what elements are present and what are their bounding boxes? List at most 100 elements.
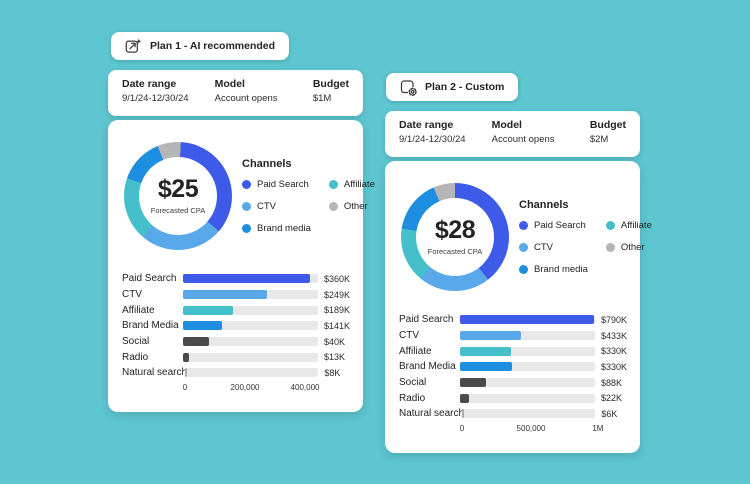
plan1-cpa-value: $25	[157, 175, 199, 203]
bar-track	[462, 409, 596, 419]
bar-row-label: Natural search	[399, 408, 465, 420]
bar-row-value: $433K	[601, 330, 628, 341]
bar-fill	[460, 346, 511, 356]
plan2-legend-item: Affiliate	[605, 220, 652, 231]
plan1-card: $25 Forecasted CPA Channels Paid Search C…	[108, 120, 375, 412]
bar-row-value: $330K	[601, 361, 628, 372]
legend-item-label: Affiliate	[620, 220, 652, 231]
bar-fill	[460, 315, 594, 325]
bar-fill	[183, 321, 223, 331]
plan2-bar-row: Paid Search $790K	[399, 312, 640, 328]
bar-row-value: $88K	[601, 377, 623, 388]
plan1-chip-label: Plan 1 - AI recommended	[150, 40, 276, 52]
axis-tick-label: 400,000	[290, 383, 320, 392]
plan2-legend-item: Brand media	[519, 264, 588, 275]
axis-tick-label: 0	[459, 424, 465, 433]
axis-tick-label: 200,000	[230, 383, 260, 392]
plan2-chip[interactable]: Plan 2 - Custom	[386, 73, 519, 101]
bar-track	[183, 290, 318, 300]
ai-plan-icon	[125, 38, 142, 55]
legend-item-label: CTV	[534, 242, 553, 253]
plan1-bar-row: Affiliate $189K	[122, 302, 363, 318]
axis-tick-label: 1M	[592, 424, 604, 433]
bar-row-label: CTV	[122, 289, 142, 301]
plan1-bar-row: Radio $13K	[122, 349, 363, 365]
axis-tick-label: 500,000	[516, 424, 546, 433]
plan2-cpa-value: $28	[434, 216, 476, 244]
bar-row-label: Natural search	[122, 367, 188, 379]
plan1-legend-item: CTV	[242, 201, 311, 212]
legend-item-label: Brand media	[257, 223, 311, 234]
bar-track	[460, 378, 595, 388]
bar-fill	[462, 409, 465, 419]
bar-row-label: Social	[399, 377, 427, 389]
plan2-bar-row: Natural search $6K	[399, 406, 640, 422]
bar-row-value: $6K	[601, 408, 618, 419]
legend-item-label: Brand media	[534, 264, 588, 275]
legend-item-label: Other	[343, 201, 368, 212]
plan1-bar-row: CTV $249K	[122, 287, 363, 303]
plan2-info-card: Date range 9/1/24-12/30/24 Model Account…	[385, 111, 640, 157]
plan1-bar-row: Social $40K	[122, 334, 363, 350]
bar-row-value: $141K	[324, 320, 351, 331]
plan2-cpa-label: Forecasted CPA	[427, 247, 483, 256]
legend-dot-icon	[519, 265, 528, 274]
bar-row-label: Paid Search	[122, 273, 177, 285]
bar-row-value: $790K	[601, 314, 628, 325]
bar-row-value: $360K	[324, 273, 351, 284]
bar-track	[460, 393, 595, 403]
bar-track	[183, 305, 318, 315]
plan2-model-label: Model	[491, 119, 522, 131]
bar-row-value: $330K	[601, 346, 628, 357]
plan2-budget-label: Budget	[589, 119, 626, 131]
legend-dot-icon	[519, 243, 528, 252]
legend-item-label: Affiliate	[343, 179, 375, 190]
plan2-bar-row: Brand Media $330K	[399, 359, 640, 375]
bar-track	[183, 337, 318, 347]
plan1-budget-label: Budget	[312, 78, 349, 90]
legend-item-label: CTV	[257, 201, 276, 212]
bar-row-label: Radio	[399, 392, 426, 404]
bar-track	[460, 315, 595, 325]
plan2-legend-title: Channels	[519, 199, 569, 211]
plan1-legend-title: Channels	[242, 158, 292, 170]
plan2-bar-row: Radio $22K	[399, 390, 640, 406]
axis-tick-label: 0	[182, 383, 188, 392]
legend-dot-icon	[605, 243, 615, 252]
plan1-date-range-value: 9/1/24-12/30/24	[122, 93, 189, 104]
plan2-date-range-value: 9/1/24-12/30/24	[399, 134, 466, 145]
bar-fill	[183, 305, 234, 315]
bar-track	[183, 321, 318, 331]
plan2-donut-chart: $28 Forecasted CPA	[401, 183, 509, 291]
plan1-donut-chart: $25 Forecasted CPA	[124, 142, 232, 250]
legend-item-label: Paid Search	[257, 179, 309, 190]
bar-fill	[460, 331, 521, 341]
bar-fill	[460, 362, 512, 372]
plan2-bar-row: Social $88K	[399, 375, 640, 391]
bar-track	[460, 346, 595, 356]
gear-plan-icon	[400, 79, 417, 96]
plan2-legend-item: Paid Search	[519, 220, 588, 231]
legend-dot-icon	[242, 202, 251, 211]
plan2-legend-item: Other	[605, 242, 652, 253]
legend-dot-icon	[519, 221, 528, 230]
plan1-chip[interactable]: Plan 1 - AI recommended	[111, 32, 290, 60]
plan1-model-label: Model	[214, 78, 245, 90]
legend-dot-icon	[242, 224, 251, 233]
bar-fill	[183, 290, 267, 300]
legend-dot-icon	[328, 202, 338, 211]
bar-row-label: Brand Media	[122, 320, 179, 332]
plan2-bar-chart: Paid Search $790K CTV $433K Affiliate $330K Br…	[399, 312, 640, 422]
bar-fill	[185, 368, 188, 378]
legend-dot-icon	[605, 221, 615, 230]
bar-fill	[183, 274, 310, 284]
plan1-bar-row: Brand Media $141K	[122, 318, 363, 334]
plan1-donut-ring	[124, 142, 232, 250]
legend-item-label: Paid Search	[534, 220, 586, 231]
bar-fill	[183, 337, 209, 347]
plan1-legend: Channels Paid Search CTV Brand media Affili…	[242, 158, 375, 234]
plan1-date-range-label: Date range	[122, 78, 177, 90]
plan2-bar-axis: 0 500,000 1M	[459, 424, 604, 436]
plan2-date-range-label: Date range	[399, 119, 454, 131]
